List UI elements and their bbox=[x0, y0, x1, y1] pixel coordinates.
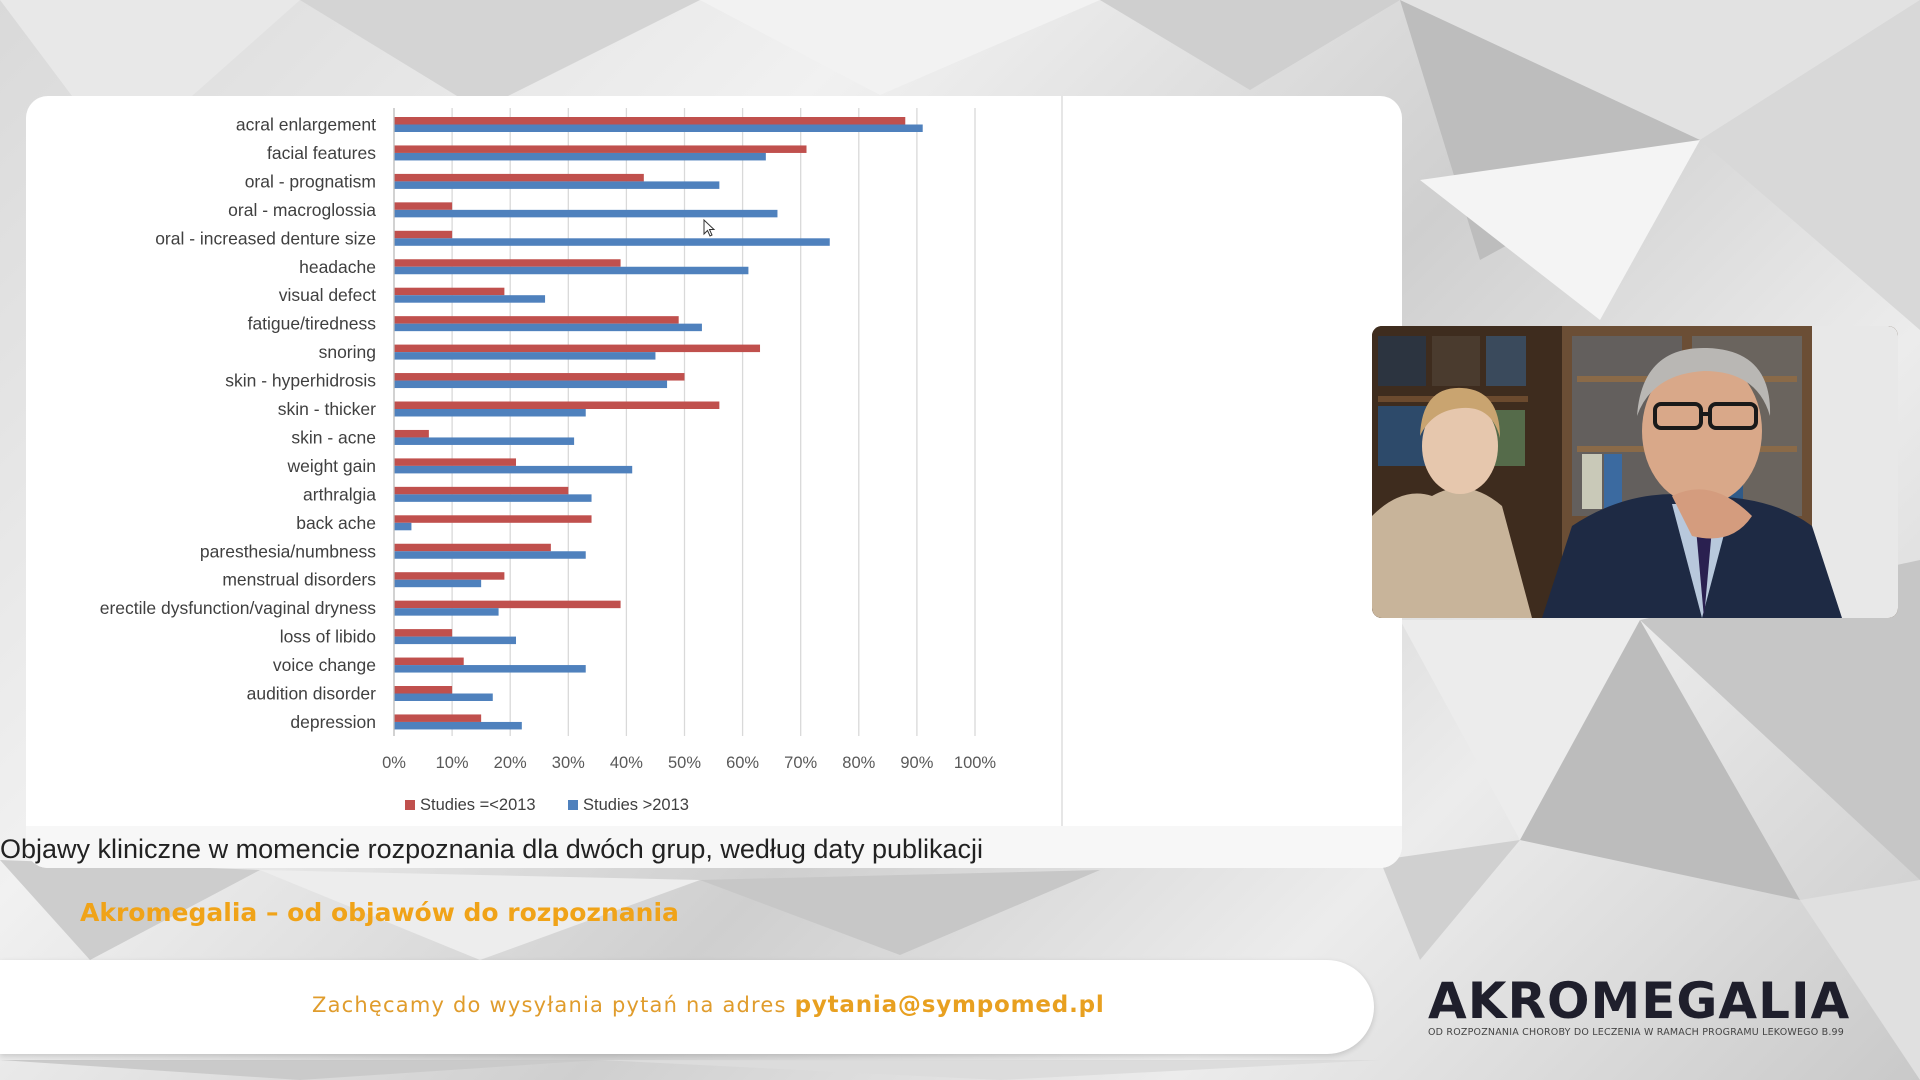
bar-studies-le-2013 bbox=[394, 173, 644, 182]
x-tick-label: 40% bbox=[610, 754, 643, 772]
slide-panel: 0% 10% 20% 30% 40% 50% 60% 70% 80% 90% 100% acral e… bbox=[26, 96, 1402, 868]
category-label: back ache bbox=[296, 513, 376, 533]
video-frame bbox=[1372, 326, 1898, 618]
x-tick-label: 60% bbox=[726, 754, 759, 772]
bar-studies-gt-2013 bbox=[394, 323, 702, 332]
bar-studies-le-2013 bbox=[394, 657, 464, 666]
bar-studies-gt-2013 bbox=[394, 152, 766, 161]
bar-studies-gt-2013 bbox=[394, 181, 720, 189]
bar-studies-gt-2013 bbox=[394, 721, 522, 730]
category-label: paresthesia/numbness bbox=[200, 541, 376, 561]
bar-studies-gt-2013 bbox=[394, 579, 482, 588]
bar-studies-le-2013 bbox=[394, 429, 429, 438]
category-label: skin - acne bbox=[291, 427, 376, 447]
category-label: oral - increased denture size bbox=[155, 228, 376, 248]
category-label: erectile dysfunction/vaginal dryness bbox=[100, 598, 377, 618]
bar-studies-le-2013 bbox=[394, 316, 679, 324]
bar-chart: 0% 10% 20% 30% 40% 50% 60% 70% 80% 90% 100% acral e… bbox=[100, 96, 1063, 826]
category-label: skin - thicker bbox=[278, 399, 376, 419]
x-tick-label: 90% bbox=[900, 754, 933, 772]
bar-studies-gt-2013 bbox=[394, 238, 830, 246]
questions-banner: Zachęcamy do wysyłania pytań na adres py… bbox=[0, 960, 1374, 1054]
category-label: oral - macroglossia bbox=[228, 200, 376, 220]
bar-studies-gt-2013 bbox=[394, 551, 586, 559]
bar-studies-le-2013 bbox=[394, 686, 453, 694]
category-label: loss of libido bbox=[280, 627, 376, 647]
questions-invite: Zachęcamy do wysyłania pytań na adres bbox=[312, 993, 787, 1017]
legend-swatch bbox=[568, 800, 578, 810]
bar-studies-le-2013 bbox=[394, 230, 453, 239]
x-tick-label: 100% bbox=[954, 754, 997, 772]
bar-studies-le-2013 bbox=[394, 714, 482, 722]
questions-email-link[interactable]: pytania@sympomed.pl bbox=[794, 992, 1105, 1018]
logo-subtitle: OD ROZPOZNANIA CHOROBY DO LECZENIA W RAM… bbox=[1428, 1027, 1845, 1038]
mouse-cursor-icon bbox=[703, 218, 716, 237]
bar-studies-le-2013 bbox=[394, 629, 453, 637]
bar-studies-le-2013 bbox=[394, 145, 807, 153]
bar-studies-le-2013 bbox=[394, 373, 685, 381]
x-tick-label: 80% bbox=[842, 754, 875, 772]
x-tick-label: 70% bbox=[784, 754, 817, 772]
x-tick-label: 30% bbox=[552, 754, 585, 772]
legend-swatch bbox=[405, 800, 415, 810]
bar-studies-le-2013 bbox=[394, 543, 551, 552]
x-tick-label: 20% bbox=[494, 754, 527, 772]
bar-studies-le-2013 bbox=[394, 515, 592, 523]
category-label: menstrual disorders bbox=[222, 570, 376, 590]
category-label: acral enlargement bbox=[236, 115, 376, 135]
category-label: snoring bbox=[319, 342, 376, 362]
category-label: facial features bbox=[267, 143, 376, 163]
category-label: oral - prognatism bbox=[245, 171, 376, 191]
bar-studies-gt-2013 bbox=[394, 665, 586, 673]
x-tick-label: 10% bbox=[436, 754, 469, 772]
bar-studies-le-2013 bbox=[394, 344, 761, 353]
bar-studies-gt-2013 bbox=[394, 409, 586, 417]
bar-studies-le-2013 bbox=[394, 572, 505, 580]
bar-studies-gt-2013 bbox=[394, 608, 499, 616]
bar-studies-gt-2013 bbox=[394, 636, 517, 645]
category-label: audition disorder bbox=[247, 684, 377, 704]
bar-studies-le-2013 bbox=[394, 117, 906, 125]
questions-text: Zachęcamy do wysyłania pytań na adres py… bbox=[312, 992, 1105, 1018]
category-label: skin - hyperhidrosis bbox=[225, 371, 376, 391]
category-label: arthralgia bbox=[303, 484, 376, 504]
bar-studies-le-2013 bbox=[394, 401, 720, 409]
akromegalia-logo: AKROMEGALIA bbox=[1428, 972, 1851, 1030]
x-tick-label: 50% bbox=[668, 754, 701, 772]
category-label: voice change bbox=[273, 655, 376, 675]
bar-studies-gt-2013 bbox=[394, 295, 546, 303]
bar-studies-le-2013 bbox=[394, 202, 453, 210]
category-label: headache bbox=[299, 257, 376, 277]
bar-studies-gt-2013 bbox=[394, 437, 575, 445]
caption-bar bbox=[26, 826, 1402, 868]
x-tick-label: 0% bbox=[382, 754, 406, 772]
slide-caption: Objawy kliniczne w momencie rozpoznania … bbox=[0, 834, 984, 864]
bar-studies-gt-2013 bbox=[394, 494, 592, 502]
presentation-subtitle: Akromegalia – od objawów do rozpoznania bbox=[80, 898, 679, 927]
bar-studies-gt-2013 bbox=[394, 380, 668, 389]
bar-studies-gt-2013 bbox=[394, 693, 493, 701]
bar-studies-le-2013 bbox=[394, 600, 621, 609]
bar-studies-gt-2013 bbox=[394, 209, 778, 218]
legend-label: Studies =<2013 bbox=[420, 796, 536, 814]
category-label: visual defect bbox=[279, 285, 376, 305]
bar-studies-gt-2013 bbox=[394, 352, 656, 360]
category-label: fatigue/tiredness bbox=[248, 314, 377, 334]
legend-label: Studies >2013 bbox=[583, 796, 689, 814]
bar-studies-le-2013 bbox=[394, 486, 569, 495]
bar-studies-gt-2013 bbox=[394, 124, 923, 132]
bar-studies-le-2013 bbox=[394, 458, 517, 466]
bar-studies-gt-2013 bbox=[394, 465, 633, 474]
speaker-video-feed bbox=[1372, 326, 1898, 618]
category-label: depression bbox=[290, 712, 376, 732]
bar-studies-gt-2013 bbox=[394, 266, 749, 275]
bar-studies-gt-2013 bbox=[394, 522, 412, 531]
category-label: weight gain bbox=[286, 456, 376, 476]
bar-studies-le-2013 bbox=[394, 287, 505, 296]
bar-studies-le-2013 bbox=[394, 259, 621, 267]
